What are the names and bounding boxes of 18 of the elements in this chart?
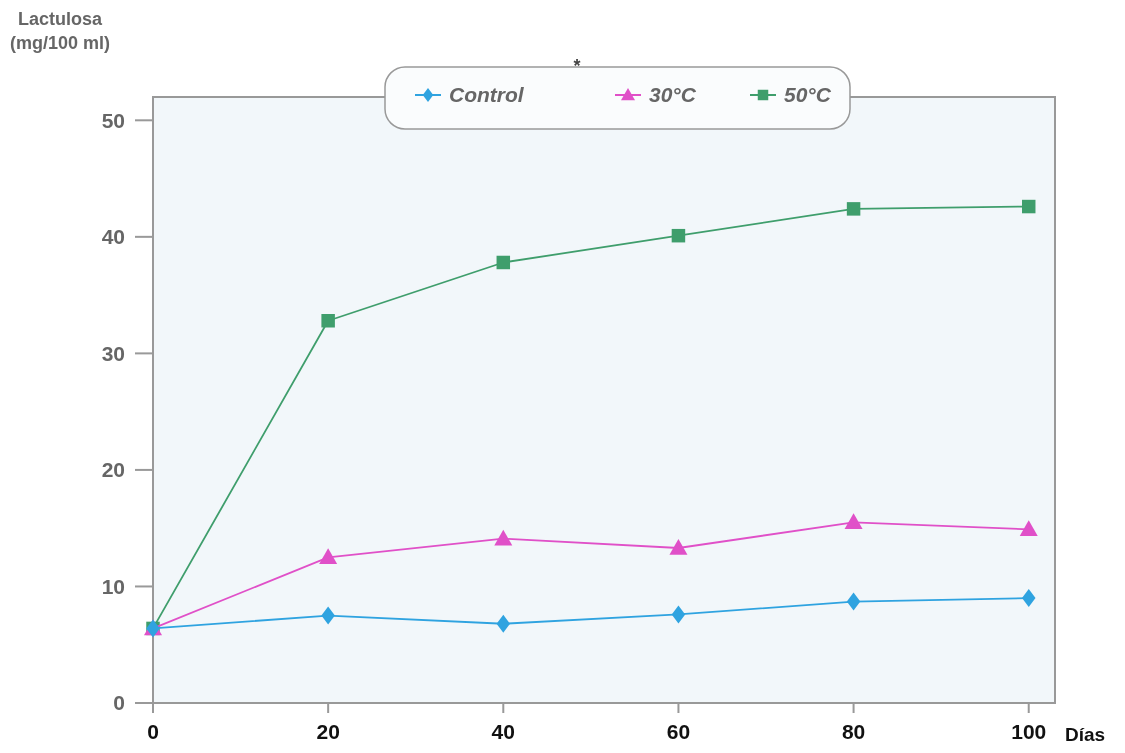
y-axis-title: Lactulosa (mg/100 ml) bbox=[9, 9, 111, 53]
legend-label: 50°C bbox=[784, 83, 832, 107]
y-tick-label: 50 bbox=[101, 108, 125, 132]
y-tick-label: 40 bbox=[101, 225, 125, 249]
x-tick-label: 0 bbox=[147, 720, 159, 743]
y-tick-label: 10 bbox=[101, 574, 125, 598]
x-tick-label: 80 bbox=[841, 720, 866, 743]
x-axis-title: Días bbox=[1065, 724, 1106, 745]
y-tick-label: 30 bbox=[101, 341, 125, 365]
x-tick-label: 40 bbox=[491, 720, 515, 743]
x-tick-label: 20 bbox=[316, 720, 340, 743]
y-tick-label: 20 bbox=[101, 458, 125, 482]
legend-label: 30°C bbox=[649, 83, 697, 107]
text: * bbox=[573, 56, 581, 76]
x-tick-label: 100 bbox=[1011, 720, 1047, 743]
legend-label: Control bbox=[449, 83, 525, 107]
y-tick-label: 0 bbox=[113, 691, 125, 715]
x-tick-label: 60 bbox=[666, 720, 691, 743]
